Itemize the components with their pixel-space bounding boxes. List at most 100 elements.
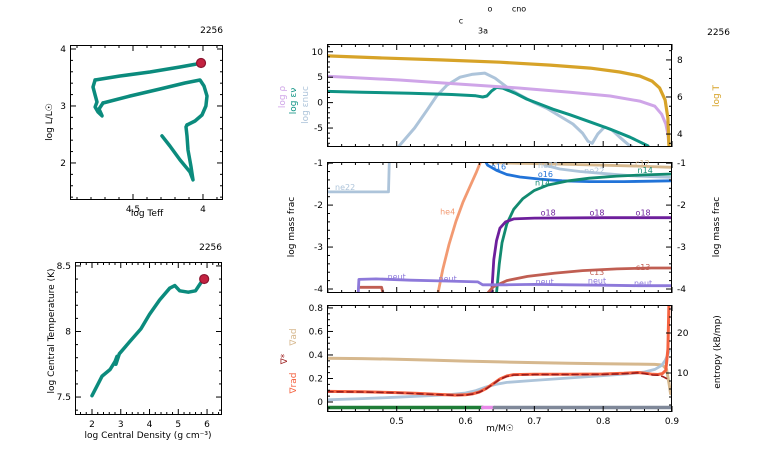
svg-text:-5: -5: [314, 124, 323, 134]
curve-label-n14: n14: [535, 178, 550, 187]
svg-text:8: 8: [677, 56, 683, 66]
series-tc-rhoc-track: [90, 277, 206, 398]
svg-text:0: 0: [317, 99, 323, 109]
svg-text:-3: -3: [677, 243, 686, 253]
panel-hr: 4.5 4 2 3 4: [60, 45, 223, 215]
series-log-eps-nuc: [397, 71, 634, 147]
curve-label-neut: neut: [388, 272, 406, 281]
series-n14: [495, 172, 672, 293]
profile-mid-y-label: log mass frac: [287, 196, 297, 258]
series-grad-rad: [327, 305, 671, 397]
profile-top-y-label-logepsnu: log εν: [289, 87, 299, 115]
series-grad-ad: [327, 356, 672, 396]
svg-text:6: 6: [677, 93, 683, 103]
curve-label-neut: neut: [439, 275, 457, 284]
svg-text:-4: -4: [677, 285, 686, 295]
panel-profile_top: -5 0 5 10 4 6 8: [312, 44, 683, 147]
profile-bot-y2-label-entropy: entropy (kB/mp): [713, 315, 723, 389]
svg-text:10: 10: [677, 369, 689, 379]
series-track-recent: [93, 61, 203, 82]
svg-text:0.4: 0.4: [309, 351, 324, 361]
curve-label-o16: o16: [491, 162, 506, 171]
panel-axes-profile_top: [327, 44, 673, 147]
profile-model-number: 2256: [707, 28, 730, 38]
series-track-crossing: [101, 78, 209, 127]
burn-label-o: o: [487, 4, 493, 14]
svg-text:4: 4: [677, 130, 683, 140]
burn-label-3a: 3a: [478, 26, 488, 36]
svg-text:-3: -3: [314, 243, 323, 253]
svg-text:0.6: 0.6: [458, 417, 473, 427]
curve-label-o18: o18: [541, 209, 556, 218]
curve-label-ne22: ne22: [584, 166, 604, 175]
panel-profile_bot: 0.5 0.6 0.7 0.8 0.9 0 0.2 0.4 0.6 0.8 10 20: [309, 304, 689, 427]
svg-text:10: 10: [312, 48, 324, 58]
panel-profile_mid: -4 -4-3 -3-2 -2-1 -1ne22ne22ne22o16o16n14n14…: [314, 159, 686, 295]
profile-bot-y-label-gradad: ∇ad: [289, 328, 299, 346]
series-track-ms-blob: [91, 78, 105, 118]
tick-labels-profile_top: -5 0 5 10 4 6 8: [312, 48, 683, 140]
series-track-prems-loop: [160, 123, 195, 182]
svg-text:0.6: 0.6: [309, 327, 324, 337]
svg-text:6: 6: [204, 420, 210, 430]
hr-y-axis-label: log L/L☉: [45, 103, 55, 141]
svg-text:-1: -1: [314, 159, 323, 169]
svg-text:0.9: 0.9: [665, 417, 680, 427]
panel-trho: 2 3 4 5 6 7.5 8 8.5: [57, 262, 222, 430]
svg-text:4: 4: [200, 205, 206, 215]
svg-text:-1: -1: [677, 159, 686, 169]
svg-text:4: 4: [60, 45, 66, 55]
curve-label-ne22: ne22: [538, 161, 558, 170]
svg-text:5: 5: [317, 73, 323, 83]
trho-x-axis-label: log Central Density (g cm⁻³): [84, 431, 212, 441]
tick-labels-profile_mid: -4 -4 -3 -3 -2 -2 -1 -1: [314, 159, 686, 295]
series-grad-star: [327, 371, 668, 397]
curve-label-c13: c13: [636, 263, 651, 272]
panel-axes-trho: [75, 262, 222, 415]
svg-text:-4: -4: [314, 285, 323, 295]
burn-label-c: c: [458, 16, 464, 26]
series-he4: [436, 162, 483, 293]
panel-axes-profile_bot: [327, 305, 673, 412]
curve-label-o18: o18: [636, 209, 651, 218]
series-current-model-dot: [195, 57, 207, 69]
series-log-rho: [327, 74, 671, 145]
curve-label-o18: o18: [589, 209, 604, 218]
profile-bot-y-label-gradrad: ∇rad: [289, 372, 299, 394]
curve-label-neut: neut: [536, 277, 554, 286]
series-neut: [356, 277, 672, 293]
hr-x-axis-label: log Teff: [130, 209, 164, 219]
panel-axes-profile_mid: [327, 162, 673, 293]
svg-text:-2: -2: [677, 201, 686, 211]
series-o16: [484, 162, 672, 184]
svg-text:0: 0: [317, 398, 323, 408]
tick-labels-trho: 2 3 4 5 6 7.5 8 8.5: [57, 262, 211, 430]
svg-text:8: 8: [65, 327, 71, 337]
profile-top-y2-label-logT: log T: [712, 84, 722, 108]
curve-label-c13: c13: [590, 268, 605, 277]
profile-mid-y2-label: log mass frac: [712, 196, 722, 258]
profile-bot-y-label-gradstar: ∇*: [280, 353, 290, 365]
trho-y-axis-label: log Central Temperature (K): [47, 268, 57, 394]
svg-text:7.5: 7.5: [57, 393, 71, 403]
tick-labels-hr: 4.5 4 2 3 4: [60, 45, 206, 215]
curve-label-ne22: ne22: [335, 183, 355, 192]
burn-label-cno: cno: [511, 4, 527, 14]
svg-text:2: 2: [89, 420, 95, 430]
profile-x-axis-label: m/M☉: [486, 424, 514, 434]
svg-text:3: 3: [118, 420, 124, 430]
svg-text:8.5: 8.5: [57, 262, 71, 272]
svg-text:0.2: 0.2: [309, 374, 323, 384]
tick-labels-profile_bot: 0.5 0.6 0.7 0.8 0.9 0 0.2 0.4 0.6 0.8 10 20: [309, 304, 689, 427]
trho-model-number: 2256: [199, 243, 222, 253]
svg-text:4: 4: [147, 420, 153, 430]
svg-text:0.7: 0.7: [527, 417, 541, 427]
svg-text:2: 2: [60, 159, 66, 169]
hr-model-number: 2256: [200, 26, 223, 36]
svg-text:0.8: 0.8: [596, 417, 611, 427]
series-o18: [490, 216, 672, 293]
curve-label-c12: c12: [635, 159, 650, 168]
svg-text:0.8: 0.8: [309, 304, 324, 314]
svg-text:4.5: 4.5: [126, 205, 140, 215]
